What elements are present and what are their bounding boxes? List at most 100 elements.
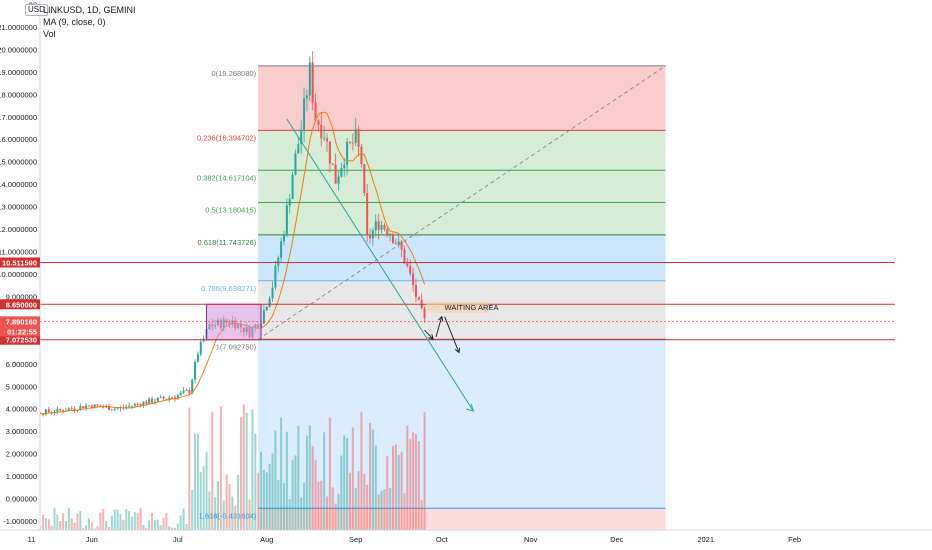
candle-body [274,265,277,288]
volume-bar [53,508,56,530]
price-tick-label: 13.0000000 [0,203,37,212]
candle-body [142,401,145,406]
volume-bar [231,496,234,530]
volume-bar [64,520,67,530]
volume-bar [414,434,417,530]
volume-bar [420,500,423,530]
fib-zone [258,170,666,203]
price-tick-label: 6.000000 [6,360,37,369]
candle-body [108,406,111,411]
volume-bar [366,484,369,530]
volume-bar [119,514,122,530]
candle-body [282,235,285,242]
volume-bar [265,472,268,530]
time-tick-label: 11 [28,535,36,544]
candle-body [311,62,314,103]
volume-bar [85,525,88,530]
candle-body [423,308,426,319]
candle-body [343,164,346,169]
candle-body [346,141,349,165]
candle-body [374,221,377,231]
fib-zone [258,202,666,235]
price-tick-label: 16.0000000 [0,135,37,144]
candle-body [383,225,386,230]
candle-body [199,341,202,355]
volume-bar [159,525,162,530]
volume-bar [280,417,283,530]
scenario-arrowhead [428,334,434,340]
candle-body [125,406,128,408]
volume-bar [50,525,53,530]
candle-body [162,396,165,399]
candle-body [377,221,380,230]
legend-ma: MA (9, close, 0) [43,17,106,27]
volume-bar [242,404,245,530]
candle-body [168,397,171,400]
price-tick-label: 0.000000 [6,495,37,504]
candle-body [73,408,76,410]
volume-bar [348,472,351,530]
volume-bar [153,520,156,530]
volume-bar [406,425,409,530]
candle-body [403,249,406,264]
candle-body [96,404,99,406]
volume-bar [351,427,354,530]
price-axis[interactable]: 2221.000000020.000000019.000000018.00000… [0,0,41,530]
volume-bar [409,438,412,530]
volume-bar [142,524,145,530]
volume-bar [208,491,211,530]
volume-bar [125,509,128,530]
candle-body [366,192,369,236]
volume-bar [397,454,400,530]
volume-bar [363,473,366,530]
candle-body [285,205,288,236]
volume-bar [340,455,343,530]
fib-zone [258,130,666,171]
candle-body [85,405,88,409]
volume-bar [360,411,363,530]
last-price-tag [0,316,40,337]
candle-body [56,408,59,413]
volume-bar [133,512,136,530]
volume-bar [282,483,285,530]
candle-body [337,176,340,184]
volume-bar [99,512,102,530]
volume-bar [214,497,217,530]
volume-bar [108,527,111,530]
candle-body [87,405,90,407]
price-tick-label: 15.0000000 [0,158,37,167]
candle-body [116,408,119,410]
volume-bar [271,453,274,530]
legend-symbol: LINKUSD, 1D, GEMINI [43,5,136,15]
fib-level-label: 0.5(13.180415) [205,206,256,215]
price-tick-label: 3.000000 [6,427,37,436]
volume-bar [274,430,277,530]
candle-body [334,164,337,184]
volume-bar [199,471,202,530]
candle-body [305,95,308,99]
candle-body [165,398,168,400]
fib-level-label: 1.618(-0.431604) [199,511,257,520]
volume-bar [257,472,260,530]
volume-bar [168,526,171,530]
currency-badge[interactable]: USD [25,4,48,16]
candle-body [280,241,283,258]
volume-bar [394,444,397,530]
candle-body [291,174,294,199]
candle-body [357,129,360,147]
price-tick-label: 5.000000 [6,382,37,391]
time-axis[interactable]: 11 Jun Jul Aug Sep Oct Nov Dec 2021 Feb [0,529,932,550]
volume-bar [251,409,254,530]
level-price-tag-label: 8.650000 [6,300,37,309]
volume-bar [191,489,194,530]
candle-body [297,144,300,154]
candle-body [47,409,50,412]
fib-level-label: 0.382(14.617104) [197,173,257,182]
candle-body [59,408,62,411]
candle-body [300,129,303,145]
volume-bar [237,474,240,530]
volume-bar [331,487,334,530]
candle-body [171,397,174,399]
price-tick-label: 19.0000000 [0,68,37,77]
